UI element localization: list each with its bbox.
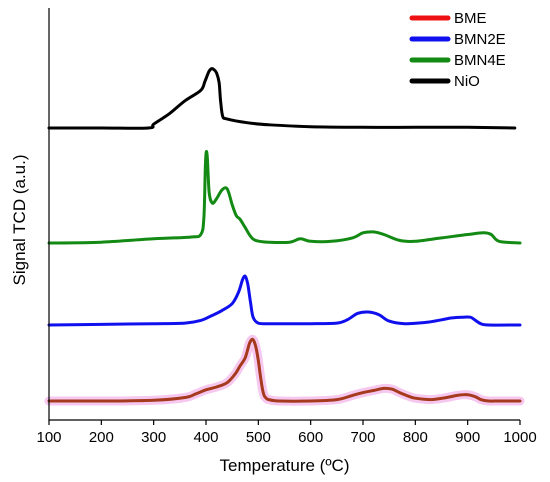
legend: BME BMN2E BMN4E NiO	[409, 10, 506, 90]
series-line-bmn2e	[47, 274, 522, 327]
series-line-nio	[47, 67, 517, 130]
x-tick-label-700: 700	[350, 429, 375, 446]
legend-label-bme: BME	[454, 10, 487, 27]
legend-label-bmn4e: BMN4E	[454, 52, 506, 69]
series-line-bme-halo	[44, 334, 525, 406]
legend-label-nio: NiO	[454, 73, 480, 90]
x-tick-label-100: 100	[36, 429, 61, 446]
x-tick-label-500: 500	[246, 429, 271, 446]
x-tick-label-1000: 1000	[503, 429, 536, 446]
axes	[48, 8, 520, 421]
x-tick-label-800: 800	[403, 429, 428, 446]
x-tick-label-600: 600	[298, 429, 323, 446]
x-axis-label: Temperature (ºC)	[220, 456, 350, 475]
series-line-bme	[47, 337, 522, 403]
x-tick-label-200: 200	[89, 429, 114, 446]
x-tick-label-300: 300	[141, 429, 166, 446]
x-tick-label-400: 400	[193, 429, 218, 446]
legend-label-bmn2e: BMN2E	[454, 31, 506, 48]
x-tick-label-900: 900	[455, 429, 480, 446]
y-axis-label: Signal TCD (a.u.)	[10, 154, 29, 285]
series-line-bmn4e	[47, 149, 522, 245]
series-lines	[44, 67, 525, 406]
x-ticks: 100 200 300 400 500 600 700 800 900 1000	[36, 420, 537, 446]
